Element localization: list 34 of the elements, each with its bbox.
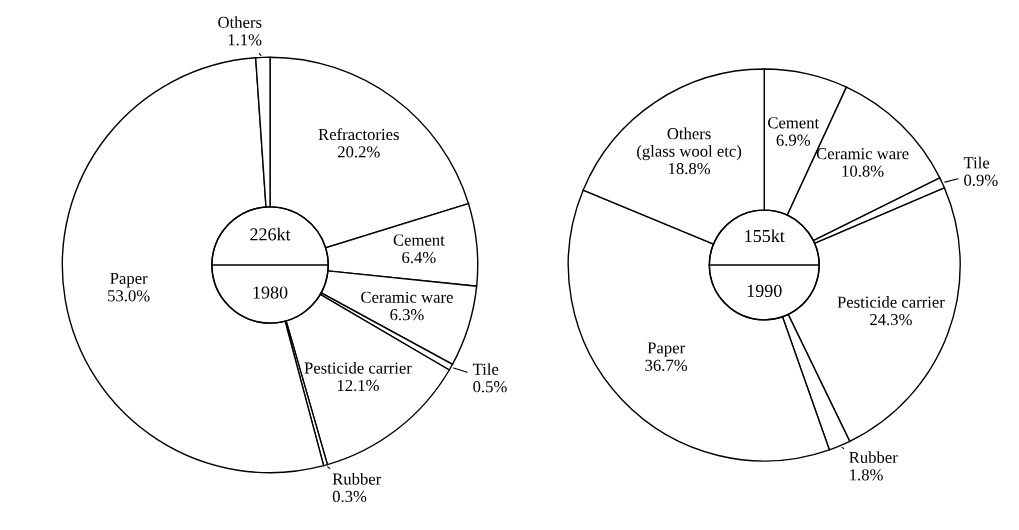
slice-label: Cement [768,117,820,129]
data-label: 12.1% [337,379,379,392]
data-label: 24.3% [870,313,912,326]
data-label: 6.4% [402,251,436,264]
slice-label: Rubber [332,472,382,485]
data-label: 1.1% [228,34,262,46]
data-label: 10.8% [842,165,884,177]
slice-label: Pesticide carrier [304,361,412,374]
slice-label: Others [218,16,262,28]
slice-label: Paper [110,272,148,288]
data-label: 0.3% [332,490,367,503]
text: 1990 [747,284,782,297]
text: 226kt [250,227,291,241]
slice-label: Rubber [849,451,898,464]
data-label: 0.5% [473,381,507,393]
data-label: 6.3% [390,309,424,321]
slice-label: Cement [393,234,445,246]
slice-label: Tile [963,156,990,169]
data-label: 18.8% [669,162,711,175]
data-label: 53.0% [108,290,150,302]
slice-label: Paper [647,342,685,357]
text: 1980 [253,286,288,299]
data-label: 20.2% [337,146,380,158]
slice-label: Ceramic ware [816,148,909,160]
slice-label: Tile [472,363,499,375]
slice-label: Others (glass wool etc) [637,127,742,161]
text: 155kt [745,229,785,243]
data-label: 36.7% [645,359,688,371]
slice-label: Ceramic ware [361,291,453,303]
data-label: 0.9% [964,174,998,186]
slice-label: Pesticide carrier [837,296,945,308]
slice-label: Refractories [318,128,399,141]
data-label: 6.9% [776,134,811,146]
data-label: 1.8% [850,469,883,481]
